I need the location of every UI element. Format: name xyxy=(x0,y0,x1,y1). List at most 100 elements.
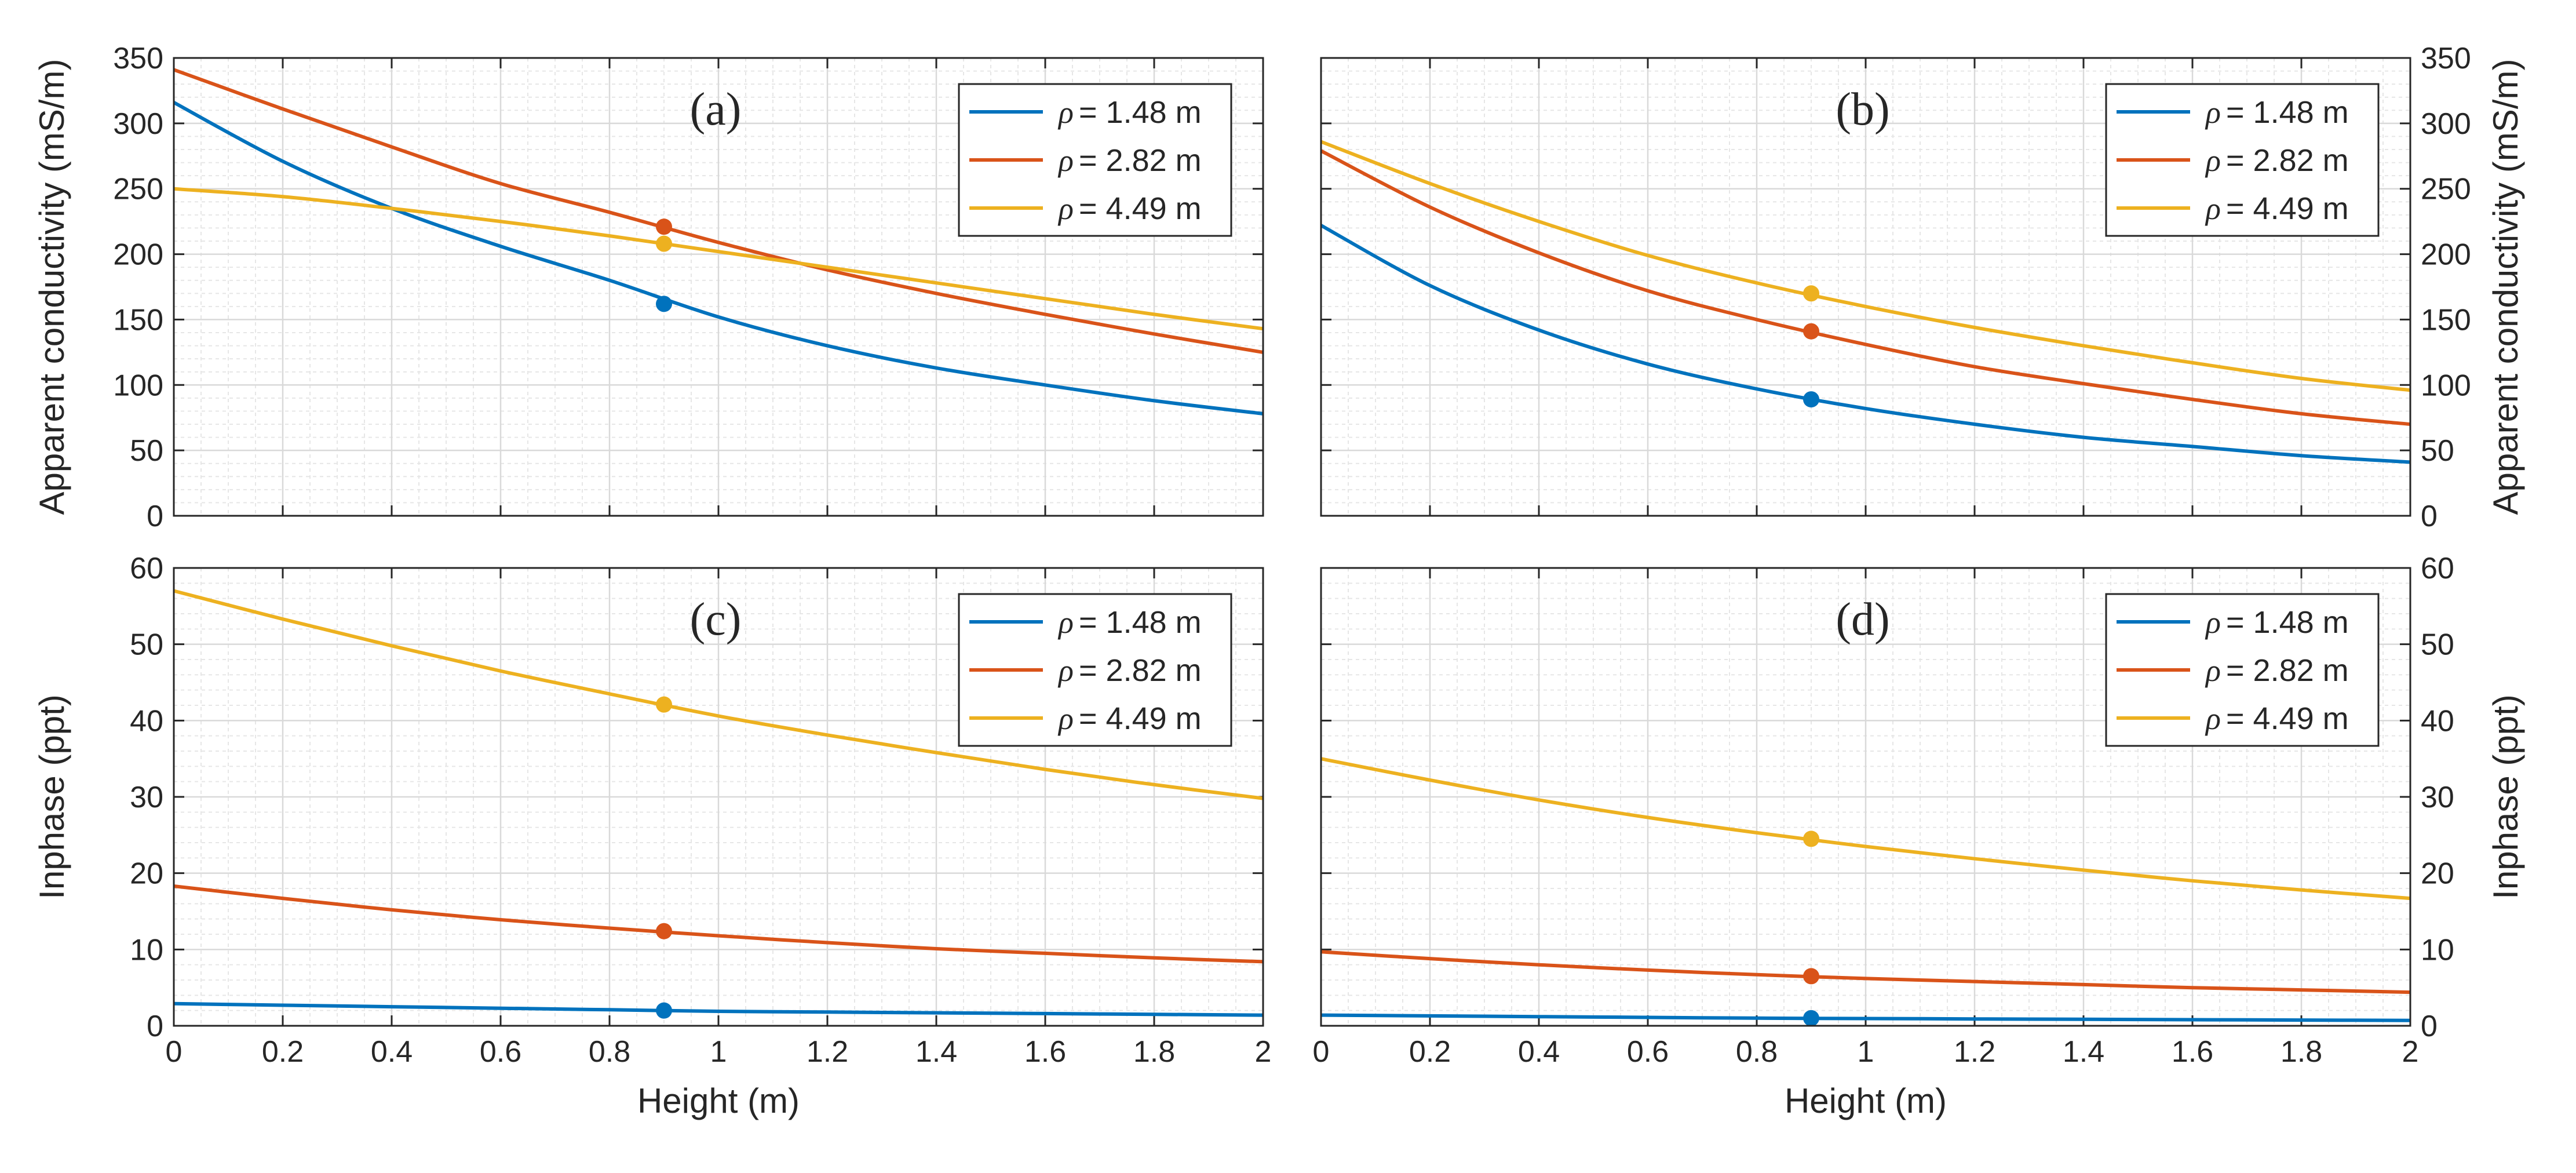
series-marker-2 xyxy=(656,218,672,235)
legend-rho-symbol: ρ xyxy=(2205,143,2221,178)
y-tick-label: 100 xyxy=(2421,369,2471,402)
x-tick-label: 1.8 xyxy=(1133,1035,1175,1069)
x-tick-label: 1.2 xyxy=(807,1035,848,1069)
y-tick-label: 250 xyxy=(113,173,163,206)
legend-label-3: = 4.49 m xyxy=(1079,701,1202,736)
y-axis-label: Inphase (ppt) xyxy=(32,694,71,899)
legend-label-1: = 1.48 m xyxy=(1079,95,1202,130)
legend: ρ = 1.48 mρ = 2.82 mρ = 4.49 m xyxy=(958,593,1232,747)
x-tick-label: 0.8 xyxy=(589,1035,630,1069)
y-tick-label: 50 xyxy=(2421,434,2454,468)
panel-label: (c) xyxy=(690,594,742,645)
series-line-2 xyxy=(1320,149,2411,426)
panel-label: (d) xyxy=(1836,594,1889,645)
x-tick-label: 0 xyxy=(166,1035,183,1069)
legend-label-1: = 1.48 m xyxy=(2226,605,2349,640)
plot-frame xyxy=(173,567,1264,1027)
legend-rho-symbol: ρ xyxy=(2205,191,2221,226)
legend-rho-symbol: ρ xyxy=(2205,653,2221,688)
legend-label-3: = 4.49 m xyxy=(2226,191,2349,226)
legend: ρ = 1.48 mρ = 2.82 mρ = 4.49 m xyxy=(2105,83,2380,237)
series-line-1 xyxy=(173,101,1264,416)
x-tick-label: 1.6 xyxy=(1024,1035,1066,1069)
y-tick-label: 200 xyxy=(2421,238,2471,272)
legend-rho-symbol: ρ xyxy=(1057,191,1074,226)
series-marker-1 xyxy=(656,296,672,312)
series-marker-3 xyxy=(1803,830,1819,847)
y-tick-label: 50 xyxy=(130,628,163,662)
legend-label-1: = 1.48 m xyxy=(1079,605,1202,640)
x-tick-label: 0.4 xyxy=(1518,1035,1560,1069)
series-line-1 xyxy=(1320,224,2411,464)
y-tick-label: 150 xyxy=(2421,303,2471,337)
panel-label: (a) xyxy=(690,84,742,135)
series-marker-1 xyxy=(656,1002,672,1019)
x-tick-label: 1.8 xyxy=(2281,1035,2322,1069)
y-tick-label: 200 xyxy=(113,238,163,272)
y-tick-label: 250 xyxy=(2421,173,2471,206)
series-line-2 xyxy=(1320,950,2411,995)
series-line-3 xyxy=(1320,757,2411,901)
legend-rho-symbol: ρ xyxy=(1057,605,1074,640)
series-marker-2 xyxy=(1803,323,1819,340)
legend-rho-symbol: ρ xyxy=(2205,701,2221,736)
legend-label-2: = 2.82 m xyxy=(1079,653,1202,688)
series-line-1 xyxy=(1320,1013,2411,1022)
series-marker-1 xyxy=(1803,1010,1819,1026)
legend-label-1: = 1.48 m xyxy=(2226,95,2349,130)
x-tick-label: 0.4 xyxy=(371,1035,413,1069)
x-tick-label: 1.4 xyxy=(915,1035,957,1069)
chart-panel-c: 0 10 20 30 40 50 60 0 0.2 0.4 0.6 0.8 1 1.2 1.4 1.6 1.8 2… xyxy=(32,552,1271,1120)
y-tick-label: 40 xyxy=(130,704,163,738)
y-tick-label: 30 xyxy=(130,781,163,814)
x-tick-label: 0 xyxy=(1313,1035,1330,1069)
y-tick-label: 300 xyxy=(113,107,163,141)
series-marker-1 xyxy=(1803,391,1819,408)
legend-box xyxy=(958,593,1232,747)
y-tick-label: 60 xyxy=(130,552,163,585)
x-tick-label: 0.6 xyxy=(1627,1035,1669,1069)
y-axis-label: Apparent conductivity (mS/m) xyxy=(32,59,71,515)
series-line-1 xyxy=(173,1001,1264,1017)
y-tick-label: 60 xyxy=(2421,552,2454,585)
x-tick-label: 0.6 xyxy=(480,1035,521,1069)
y-tick-label: 350 xyxy=(2421,42,2471,75)
x-tick-label: 0.8 xyxy=(1736,1035,1778,1069)
y-tick-label: 100 xyxy=(113,369,163,402)
x-tick-label: 2 xyxy=(1255,1035,1272,1069)
series-marker-3 xyxy=(1803,285,1819,302)
y-tick-label: 0 xyxy=(147,500,163,533)
x-tick-label: 1.6 xyxy=(2172,1035,2213,1069)
y-tick-label: 350 xyxy=(113,42,163,75)
y-tick-label: 20 xyxy=(130,857,163,891)
series-marker-2 xyxy=(656,923,672,939)
x-tick-label: 0.2 xyxy=(262,1035,304,1069)
chart-panel-b: 0 50 100 150 200 250 300 350 Apparent conductivi… xyxy=(1320,42,2525,533)
y-tick-label: 150 xyxy=(113,303,163,337)
y-tick-label: 50 xyxy=(2421,628,2454,662)
panel-label: (b) xyxy=(1836,84,1889,135)
legend: ρ = 1.48 mρ = 2.82 mρ = 4.49 m xyxy=(2105,593,2380,747)
legend-label-2: = 2.82 m xyxy=(1079,143,1202,178)
series-line-2 xyxy=(173,68,1264,354)
x-tick-label: 1 xyxy=(1858,1035,1874,1069)
x-tick-label: 1 xyxy=(710,1035,727,1069)
x-tick-label: 2 xyxy=(2402,1035,2419,1069)
series-marker-3 xyxy=(656,235,672,252)
legend-rho-symbol: ρ xyxy=(1057,95,1074,130)
y-tick-label: 40 xyxy=(2421,704,2454,738)
legend: ρ = 1.48 mρ = 2.82 mρ = 4.49 m xyxy=(958,83,1232,237)
y-tick-label: 0 xyxy=(2421,1010,2438,1043)
plot-frame xyxy=(1320,567,2411,1027)
y-axis-label: Inphase (ppt) xyxy=(2486,694,2525,899)
series-line-3 xyxy=(1320,140,2411,392)
legend-label-2: = 2.82 m xyxy=(2226,653,2349,688)
plot-frame xyxy=(173,57,1264,517)
y-tick-label: 0 xyxy=(2421,500,2438,533)
y-tick-label: 10 xyxy=(2421,933,2454,967)
series-line-3 xyxy=(173,589,1264,800)
y-tick-label: 20 xyxy=(2421,857,2454,891)
chart-panel-a: 0 50 100 150 200 250 300 350 Apparent conductivi… xyxy=(32,42,1264,533)
y-tick-label: 300 xyxy=(2421,107,2471,141)
